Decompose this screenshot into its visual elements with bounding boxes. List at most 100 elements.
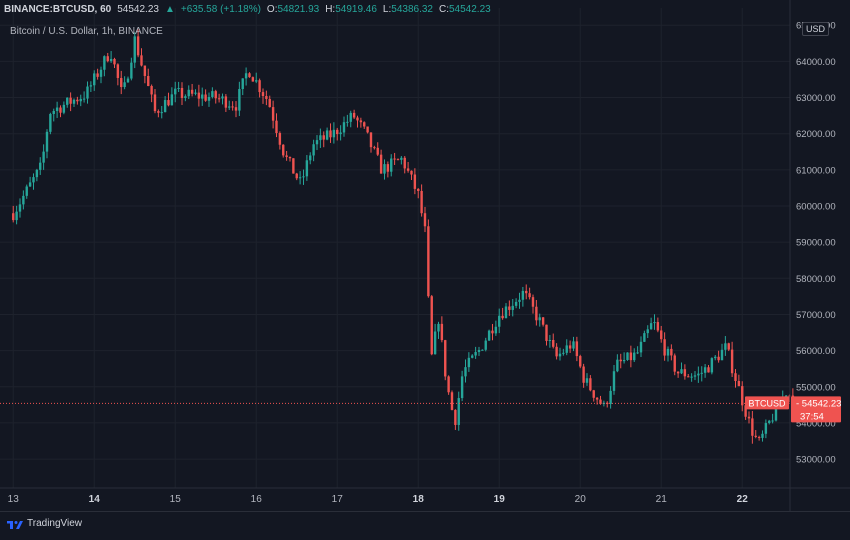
candle-down	[747, 416, 751, 419]
candle-down	[278, 133, 282, 145]
candle-down	[707, 367, 710, 373]
candle-up	[325, 130, 329, 140]
candle-up	[609, 390, 612, 405]
countdown-label: 37:54	[800, 411, 824, 422]
candle-down	[224, 96, 228, 108]
candle-up	[774, 402, 778, 421]
candle-up	[298, 177, 302, 179]
candle-up	[82, 98, 86, 100]
price-chart[interactable]: BTCUSD 53000.0054000.0055000.0056000.005…	[0, 0, 850, 511]
candle-up	[32, 177, 35, 183]
candle-up	[184, 96, 187, 98]
candle-down	[454, 409, 457, 425]
y-tick-label: 64000.00	[796, 57, 836, 68]
candle-up	[177, 87, 180, 89]
candle-down	[295, 173, 298, 179]
candle-up	[109, 58, 113, 62]
candle-down	[592, 390, 595, 398]
candle-up	[79, 98, 82, 102]
candle-up	[45, 131, 49, 152]
close-label: C:	[438, 3, 449, 15]
candle-down	[150, 86, 153, 95]
candle-down	[545, 324, 548, 341]
candle-up	[477, 349, 481, 353]
candle-up	[400, 157, 403, 160]
candle-up	[616, 359, 619, 372]
candle-down	[120, 77, 123, 88]
candle-up	[457, 398, 460, 425]
candle-down	[410, 170, 413, 175]
candle-down	[116, 64, 120, 78]
candle-down	[288, 156, 292, 159]
candle-down	[153, 94, 157, 112]
candle-up	[86, 86, 89, 99]
symbol-label[interactable]: BINANCE:BTCUSD, 60	[4, 3, 112, 15]
candle-down	[423, 213, 427, 227]
candle-up	[309, 155, 312, 161]
price-axis-tag	[791, 396, 841, 423]
candle-down	[606, 402, 609, 405]
candle-up	[39, 162, 42, 170]
candle-down	[427, 226, 430, 297]
candle-up	[646, 329, 649, 334]
candle-down	[491, 330, 494, 334]
last-price: 54542.23	[117, 3, 159, 15]
candle-up	[761, 433, 764, 438]
candle-up	[622, 360, 626, 362]
candle-down	[69, 97, 72, 104]
candle-down	[676, 371, 680, 374]
currency-button[interactable]: USD	[802, 22, 830, 36]
tradingview-logo-icon[interactable]	[6, 519, 24, 531]
candle-down	[396, 159, 400, 161]
candle-up	[464, 367, 467, 377]
candle-up	[626, 352, 629, 361]
candle-up	[612, 371, 616, 391]
symbol-price-tag	[745, 396, 789, 410]
candle-down	[231, 106, 234, 108]
candle-up	[194, 92, 197, 94]
y-tick-label: 61000.00	[796, 165, 836, 176]
candle-down	[528, 293, 531, 298]
candle-down	[450, 392, 454, 410]
brand-label[interactable]: TradingView	[27, 518, 83, 529]
candle-down	[282, 144, 285, 156]
candle-down	[167, 100, 170, 106]
candle-up	[228, 106, 231, 108]
candle-down	[251, 77, 255, 82]
x-tick-label: 17	[332, 494, 344, 505]
candle-up	[99, 69, 103, 77]
candle-down	[214, 91, 217, 99]
candle-down	[683, 369, 687, 377]
candle-up	[511, 305, 514, 310]
candle-up	[302, 176, 305, 178]
candle-down	[322, 135, 325, 140]
candle-down	[113, 58, 116, 65]
candle-up	[211, 91, 214, 97]
time-axis[interactable]: 13 14 15 16 17 18 19 20 21 22	[0, 487, 850, 505]
candle-down	[248, 73, 251, 78]
candle-up	[693, 375, 697, 377]
candle-up	[558, 353, 562, 357]
candle-down	[352, 112, 356, 118]
x-tick-label: 18	[413, 494, 425, 505]
candle-up	[93, 73, 96, 86]
candle-up	[349, 112, 352, 122]
close-value: 54542.23	[448, 3, 491, 15]
candle-down	[727, 343, 730, 350]
y-tick-label: 63000.00	[796, 93, 836, 104]
price-axis[interactable]: 53000.00 54000.00 55000.00 56000.00 57000.00…	[789, 0, 841, 511]
candle-down	[670, 348, 673, 356]
y-tick-label: 58000.00	[796, 274, 836, 285]
candle-down	[369, 132, 373, 148]
candle-up	[481, 349, 484, 351]
candle-up	[319, 135, 322, 141]
candle-up	[565, 345, 568, 353]
candle-down	[59, 107, 62, 113]
candle-down	[376, 147, 379, 155]
candle-up	[700, 372, 703, 374]
candle-up	[697, 373, 700, 376]
candle-up	[160, 112, 163, 114]
candle-up	[346, 121, 349, 123]
candle-down	[234, 107, 238, 111]
candle-down	[757, 436, 761, 438]
